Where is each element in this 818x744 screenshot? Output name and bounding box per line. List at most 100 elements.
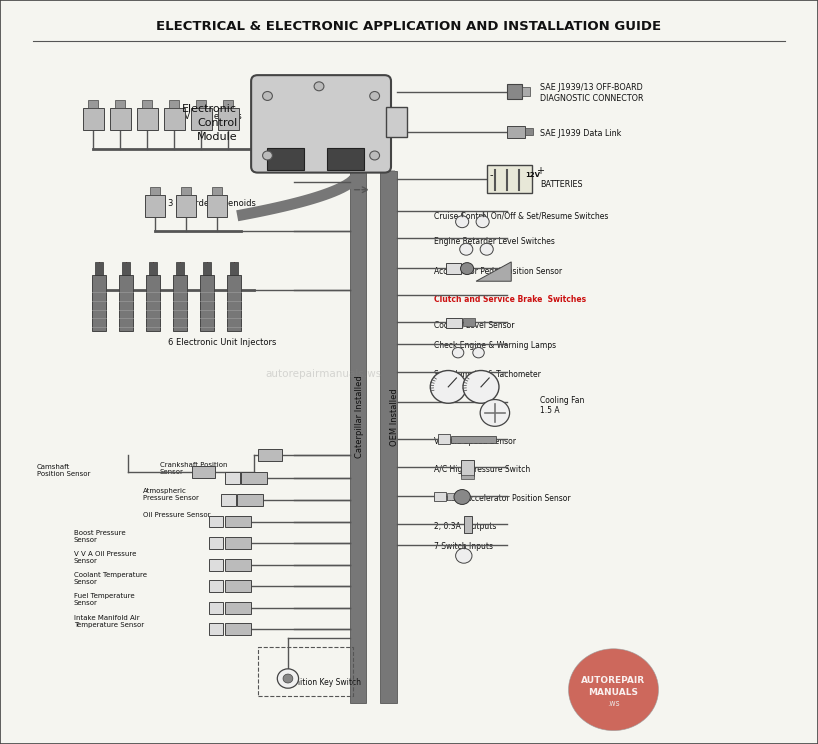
Text: AUTOREPAIR: AUTOREPAIR [582,676,645,685]
Bar [225,472,240,484]
Circle shape [370,151,380,160]
Bar [386,107,407,137]
Bar [327,148,364,170]
Bar [225,516,251,527]
Bar [209,516,223,527]
Bar [92,275,106,331]
Bar [191,108,212,130]
Text: A/C High Pressure Switch: A/C High Pressure Switch [434,465,530,474]
Bar [203,262,211,275]
Bar [223,100,233,108]
Text: Coolant Level Sensor: Coolant Level Sensor [434,321,514,330]
Bar [463,318,475,326]
Circle shape [370,92,380,100]
Bar [507,126,525,138]
Bar [225,580,251,592]
Text: Boost Pressure
Sensor: Boost Pressure Sensor [74,530,125,543]
Circle shape [480,400,510,426]
Circle shape [452,347,464,358]
Text: Atmospheric
Pressure Sensor: Atmospheric Pressure Sensor [143,488,199,501]
Bar [119,275,133,331]
Bar [115,100,125,108]
Bar [176,262,184,275]
Bar [225,537,251,549]
Bar [225,623,251,635]
Text: Caterpillar Installed: Caterpillar Installed [355,375,365,458]
Text: Oil Pressure Sensor: Oil Pressure Sensor [143,512,211,518]
Bar [145,195,165,217]
Bar [173,275,187,331]
Bar [122,262,130,275]
Text: +: + [536,166,544,176]
Bar [446,263,461,274]
Text: Engine Retarder Level Switches: Engine Retarder Level Switches [434,237,555,246]
Text: Intake Manifold Air
Temperature Sensor: Intake Manifold Air Temperature Sensor [74,615,144,628]
Bar [487,165,532,193]
Polygon shape [476,262,511,281]
Circle shape [263,151,272,160]
Bar [209,602,223,614]
Text: autorepairmanuals.ws: autorepairmanuals.ws [265,369,381,379]
Bar [146,275,160,331]
Circle shape [473,347,484,358]
Text: V V A Oil Pressure
Sensor: V V A Oil Pressure Sensor [74,551,136,564]
Bar [227,275,241,331]
Bar [212,187,222,195]
Text: 7 Switch Inputs: 7 Switch Inputs [434,542,492,551]
Text: Camshaft
Position Sensor: Camshaft Position Sensor [37,464,90,478]
Bar [181,187,191,195]
Circle shape [314,82,324,91]
Text: BATTERIES: BATTERIES [540,180,582,189]
Text: .ws: .ws [607,699,620,708]
Text: Remote Accelerator Position Sensor: Remote Accelerator Position Sensor [434,494,570,503]
Text: Fuel Temperature
Sensor: Fuel Temperature Sensor [74,593,134,606]
Text: SAE J1939 Data Link: SAE J1939 Data Link [540,129,621,138]
Bar [451,436,496,443]
Circle shape [283,674,293,683]
Bar [258,449,282,461]
Text: Crankshaft Position
Sensor: Crankshaft Position Sensor [160,462,227,475]
Circle shape [569,649,658,731]
Text: Electronic
Control
Module: Electronic Control Module [182,103,237,142]
Bar [258,647,353,696]
Bar [218,108,239,130]
Bar [464,516,472,533]
Circle shape [476,216,489,228]
Bar [176,195,196,217]
Text: 6 Electronic Unit Injectors: 6 Electronic Unit Injectors [168,338,276,347]
Circle shape [460,243,473,255]
Bar [209,537,223,549]
Bar [192,466,215,478]
Text: Check Engine & Warning Lamps: Check Engine & Warning Lamps [434,341,555,350]
Text: -: - [489,170,492,180]
Text: 3 Retarder Solenoids: 3 Retarder Solenoids [168,199,255,208]
Circle shape [263,92,272,100]
Bar [137,108,158,130]
Bar [225,559,251,571]
Bar [507,84,522,99]
Bar [169,100,179,108]
Text: Clutch and Service Brake  Switches: Clutch and Service Brake Switches [434,295,586,304]
Circle shape [456,216,469,228]
Bar [230,262,238,275]
Bar [209,559,223,571]
Bar [164,108,185,130]
Circle shape [456,548,472,563]
Bar [461,460,474,476]
Bar [267,148,304,170]
Text: Coolant Temperature
Sensor: Coolant Temperature Sensor [74,572,146,586]
Bar [150,187,160,195]
Bar [438,434,450,444]
Text: Speedometer & Tachometer: Speedometer & Tachometer [434,370,541,379]
Bar [209,623,223,635]
Bar [350,171,366,703]
Bar [110,108,131,130]
Circle shape [430,371,466,403]
Bar [142,100,152,108]
Text: Cooling Fan
1.5 A: Cooling Fan 1.5 A [540,396,584,415]
Bar [209,580,223,592]
Bar [221,494,236,506]
Bar [446,318,462,328]
Text: MANUALS: MANUALS [588,688,639,697]
Bar [95,262,103,275]
